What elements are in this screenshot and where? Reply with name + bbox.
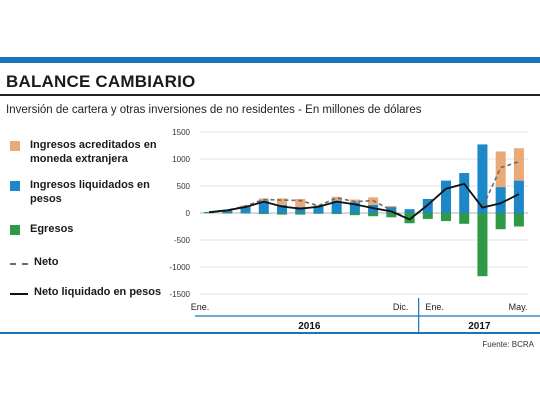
legend-label: Ingresos acreditados en moneda extranjer… <box>30 139 157 165</box>
bar-ingresos-pesos <box>404 209 415 213</box>
bar-egresos <box>240 213 251 214</box>
bar-ingresos-pesos <box>331 200 342 213</box>
bar-ingresos-pesos <box>477 144 488 213</box>
bar-egresos <box>386 213 397 218</box>
x-tick-label: Ene. <box>425 302 444 312</box>
y-tick-label: 500 <box>177 182 191 191</box>
legend-dashed-line <box>10 263 28 265</box>
bottom-divider <box>0 332 540 334</box>
bar-ingresos-moneda-extranjera <box>313 204 324 206</box>
y-tick-label: -1000 <box>170 263 191 272</box>
x-tick-label: May. <box>509 302 528 312</box>
bar-egresos <box>295 213 306 215</box>
bar-ingresos-moneda-extranjera <box>513 148 524 181</box>
top-accent-bar <box>0 57 540 63</box>
y-tick-label: 1500 <box>172 128 190 137</box>
bar-egresos <box>276 213 288 215</box>
bar-egresos <box>440 213 452 222</box>
legend-label: Egresos <box>30 223 74 235</box>
x-tick-label: Dic. <box>393 302 409 312</box>
bar-ingresos-pesos <box>222 209 233 213</box>
legend-item-ingresos-moneda-extranjera: Ingresos acreditados en moneda extranjer… <box>10 138 165 166</box>
legend-label: Neto liquidado en pesos <box>34 286 162 298</box>
bar-ingresos-pesos <box>258 200 269 213</box>
bar-ingresos-pesos <box>276 204 288 213</box>
bar-egresos <box>477 213 488 277</box>
bar-egresos <box>513 213 524 227</box>
year-label: 2017 <box>468 321 491 332</box>
bar-ingresos-pesos <box>440 180 452 213</box>
bar-egresos <box>349 213 360 216</box>
bar-egresos <box>222 213 233 214</box>
bar-egresos <box>495 213 506 230</box>
bar-ingresos-moneda-extranjera <box>295 198 306 208</box>
bar-egresos <box>331 213 342 215</box>
bar-ingresos-moneda-extranjera <box>386 205 397 208</box>
bar-ingresos-pesos <box>240 206 251 213</box>
legend-item-neto: Neto <box>10 255 169 269</box>
legend-swatch-orange <box>10 141 20 151</box>
bar-ingresos-moneda-extranjera <box>331 196 342 201</box>
bar-egresos <box>459 213 470 224</box>
source-note: Fuente: BCRA <box>482 340 534 349</box>
legend-swatch-blue <box>10 181 20 191</box>
title-divider <box>0 94 540 96</box>
bar-ingresos-pesos <box>513 180 524 213</box>
x-tick-label: Ene. <box>191 302 210 312</box>
page-title: BALANCE CAMBIARIO <box>6 72 196 91</box>
chart-subtitle: Inversión de cartera y otras inversiones… <box>6 104 422 116</box>
y-tick-label: -500 <box>174 236 191 245</box>
legend-item-ingresos-pesos: Ingresos liquidados en pesos <box>10 178 165 206</box>
bar-ingresos-pesos <box>313 205 324 213</box>
legend-item-egresos: Egresos <box>10 222 165 236</box>
bar-ingresos-moneda-extranjera <box>276 198 288 205</box>
legend-solid-line <box>10 293 28 295</box>
line-neto <box>209 160 520 221</box>
legend-swatch-green <box>10 225 20 235</box>
bar-egresos <box>368 213 379 217</box>
legend-label: Neto <box>34 256 59 268</box>
y-tick-label: 0 <box>186 209 191 218</box>
y-tick-label: -1500 <box>170 290 191 299</box>
bar-ingresos-moneda-extranjera <box>495 151 506 188</box>
y-tick-label: 1000 <box>172 155 190 164</box>
bar-egresos <box>422 213 433 219</box>
bar-ingresos-pesos <box>204 211 215 213</box>
legend-label: Ingresos liquidados en pesos <box>30 179 150 205</box>
bar-egresos <box>404 213 415 224</box>
bar-egresos <box>313 213 324 214</box>
line-neto-liquidado <box>209 182 520 221</box>
chart-legend: Ingresos acreditados en moneda extranjer… <box>0 0 170 330</box>
year-label: 2016 <box>298 321 321 332</box>
bar-ingresos-pesos <box>295 207 306 213</box>
bar-ingresos-pesos <box>495 187 506 213</box>
legend-item-neto-liquidado: Neto liquidado en pesos <box>10 285 169 299</box>
bar-ingresos-pesos <box>459 173 470 213</box>
bar-egresos <box>258 213 269 215</box>
bar-ingresos-pesos <box>349 202 360 213</box>
